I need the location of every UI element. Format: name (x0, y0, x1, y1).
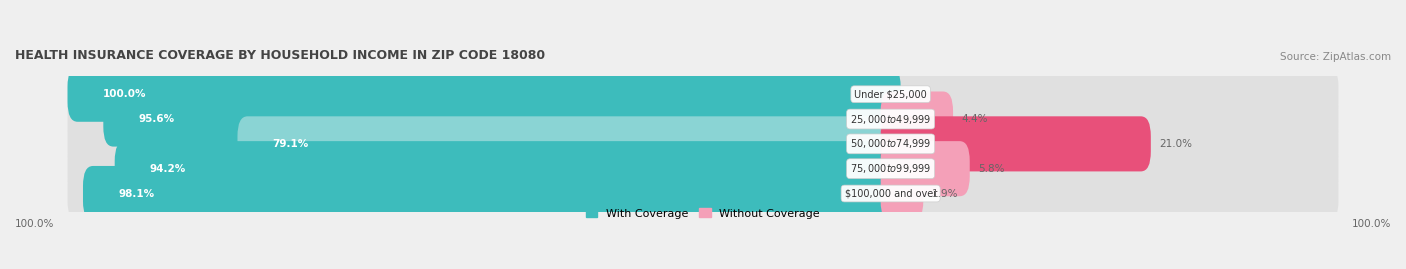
FancyBboxPatch shape (67, 141, 1339, 196)
FancyBboxPatch shape (67, 91, 1339, 147)
Text: 21.0%: 21.0% (1160, 139, 1192, 149)
FancyBboxPatch shape (67, 166, 1339, 221)
Text: 4.4%: 4.4% (962, 114, 988, 124)
FancyBboxPatch shape (880, 166, 924, 221)
FancyBboxPatch shape (103, 91, 901, 147)
FancyBboxPatch shape (67, 67, 901, 122)
FancyBboxPatch shape (83, 166, 901, 221)
Text: 79.1%: 79.1% (273, 139, 309, 149)
Text: 5.8%: 5.8% (979, 164, 1005, 174)
FancyBboxPatch shape (880, 116, 1152, 171)
Text: 94.2%: 94.2% (149, 164, 186, 174)
Text: HEALTH INSURANCE COVERAGE BY HOUSEHOLD INCOME IN ZIP CODE 18080: HEALTH INSURANCE COVERAGE BY HOUSEHOLD I… (15, 49, 546, 62)
FancyBboxPatch shape (880, 141, 970, 196)
Text: 95.6%: 95.6% (138, 114, 174, 124)
Text: $75,000 to $99,999: $75,000 to $99,999 (851, 162, 931, 175)
Text: 98.1%: 98.1% (118, 189, 155, 199)
FancyBboxPatch shape (238, 116, 901, 171)
FancyBboxPatch shape (115, 141, 901, 196)
Text: Under $25,000: Under $25,000 (855, 89, 927, 99)
Text: $100,000 and over: $100,000 and over (845, 189, 936, 199)
FancyBboxPatch shape (67, 116, 1339, 171)
Legend: With Coverage, Without Coverage: With Coverage, Without Coverage (582, 204, 824, 223)
Text: $25,000 to $49,999: $25,000 to $49,999 (851, 112, 931, 126)
Text: 100.0%: 100.0% (1351, 219, 1391, 229)
FancyBboxPatch shape (880, 91, 953, 147)
Text: Source: ZipAtlas.com: Source: ZipAtlas.com (1279, 52, 1391, 62)
Text: 1.9%: 1.9% (932, 189, 959, 199)
Text: $50,000 to $74,999: $50,000 to $74,999 (851, 137, 931, 150)
Text: 100.0%: 100.0% (103, 89, 146, 99)
FancyBboxPatch shape (67, 67, 1339, 122)
Text: 100.0%: 100.0% (15, 219, 55, 229)
